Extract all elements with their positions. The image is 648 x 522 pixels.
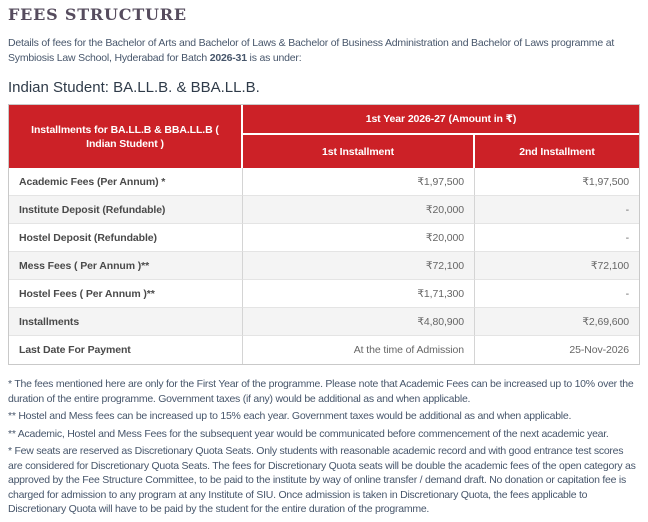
fee-label: Institute Deposit (Refundable) — [9, 196, 243, 224]
footnote-discretionary-quota: * Few seats are reserved as Discretionar… — [8, 445, 636, 515]
installment2-value: ₹72,100 — [475, 252, 639, 280]
description-prefix: Details of fees for the Bachelor of Arts… — [8, 37, 615, 64]
fees-table-grid: Installments for BA.LL.B & BBA.LL.B ( In… — [9, 105, 639, 364]
table-row: Last Date For Payment At the time of Adm… — [9, 336, 639, 364]
installment1-value: ₹20,000 — [243, 196, 475, 224]
table-row: Installments ₹4,80,900 ₹2,69,600 — [9, 308, 639, 336]
header-cell-1st-installment: 1st Installment — [243, 135, 475, 168]
header-cell-first-year: 1st Year 2026-27 (Amount in ₹) — [243, 105, 639, 135]
section-heading-indian-student: Indian Student: BA.LL.B. & BBA.LL.B. — [8, 79, 260, 96]
table-row: Hostel Deposit (Refundable) ₹20,000 - — [9, 224, 639, 252]
installment1-value: ₹20,000 — [243, 224, 475, 252]
installment1-value: ₹1,97,500 — [243, 168, 475, 196]
fee-label: Mess Fees ( Per Annum )** — [9, 252, 243, 280]
installment1-value: ₹72,100 — [243, 252, 475, 280]
footnote-academic-fees: * The fees mentioned here are only for t… — [8, 378, 634, 405]
header-row-sub: 1st Installment 2nd Installment — [9, 135, 639, 168]
header-cell-2nd-installment: 2nd Installment — [475, 135, 639, 168]
fee-label: Academic Fees (Per Annum) * — [9, 168, 243, 196]
fees-table-header: Installments for BA.LL.B & BBA.LL.B ( In… — [9, 105, 639, 168]
fee-label: Hostel Fees ( Per Annum )** — [9, 280, 243, 308]
fee-label: Last Date For Payment — [9, 336, 243, 364]
footnote-hostel-mess-increase: ** Hostel and Mess fees can be increased… — [8, 410, 572, 422]
fee-label: Hostel Deposit (Refundable) — [9, 224, 243, 252]
installment1-value: ₹4,80,900 — [243, 308, 475, 336]
installment2-value: ₹2,69,600 — [475, 308, 639, 336]
installment2-value: ₹1,97,500 — [475, 168, 639, 196]
header-row-top: Installments for BA.LL.B & BBA.LL.B ( In… — [9, 105, 639, 168]
installment2-value: 25-Nov-2026 — [475, 336, 639, 364]
installment2-value: - — [475, 196, 639, 224]
page-title: FEES STRUCTURE — [8, 5, 187, 24]
table-row: Mess Fees ( Per Annum )** ₹72,100 ₹72,10… — [9, 252, 639, 280]
installment2-value: - — [475, 224, 639, 252]
installment2-value: - — [475, 280, 639, 308]
installment1-value: At the time of Admission — [243, 336, 475, 364]
table-row: Institute Deposit (Refundable) ₹20,000 - — [9, 196, 639, 224]
fee-label: Installments — [9, 308, 243, 336]
batch-years: 2026-31 — [209, 52, 247, 64]
fees-table-body: Academic Fees (Per Annum) * ₹1,97,500 ₹1… — [9, 168, 639, 364]
footnote-subsequent-year: ** Academic, Hostel and Mess Fees for th… — [8, 427, 609, 440]
fees-table: Installments for BA.LL.B & BBA.LL.B ( In… — [8, 104, 640, 365]
table-row: Hostel Fees ( Per Annum )** ₹1,71,300 - — [9, 280, 639, 308]
description-suffix: is as under: — [246, 52, 302, 64]
table-row: Academic Fees (Per Annum) * ₹1,97,500 ₹1… — [9, 168, 639, 196]
programme-description: Details of fees for the Bachelor of Arts… — [8, 36, 640, 66]
installment1-value: ₹1,71,300 — [243, 280, 475, 308]
header-cell-installments-for: Installments for BA.LL.B & BBA.LL.B ( In… — [9, 105, 243, 168]
footnotes: * The fees mentioned here are only for t… — [8, 377, 640, 517]
